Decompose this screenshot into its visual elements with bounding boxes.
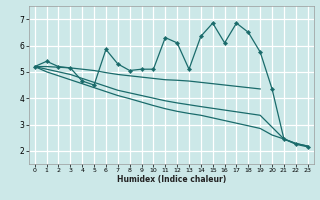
X-axis label: Humidex (Indice chaleur): Humidex (Indice chaleur): [116, 175, 226, 184]
